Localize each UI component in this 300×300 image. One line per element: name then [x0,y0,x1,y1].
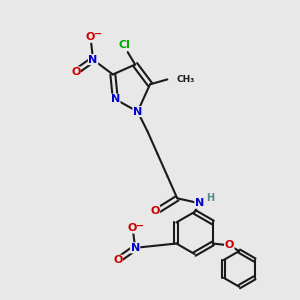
Text: O: O [225,240,234,250]
Text: O: O [113,255,122,265]
Text: O: O [128,223,137,233]
Text: −: − [136,220,144,230]
Text: O: O [86,32,95,42]
Text: N: N [133,106,142,117]
Text: N: N [130,243,140,253]
Text: CH₃: CH₃ [176,75,194,84]
Text: −: − [94,28,102,39]
Text: N: N [111,94,120,104]
Text: N: N [88,55,98,64]
Text: O: O [71,67,80,77]
Text: H: H [207,193,215,203]
Text: N: N [195,198,204,208]
Text: Cl: Cl [118,40,130,50]
Text: O: O [150,206,160,216]
